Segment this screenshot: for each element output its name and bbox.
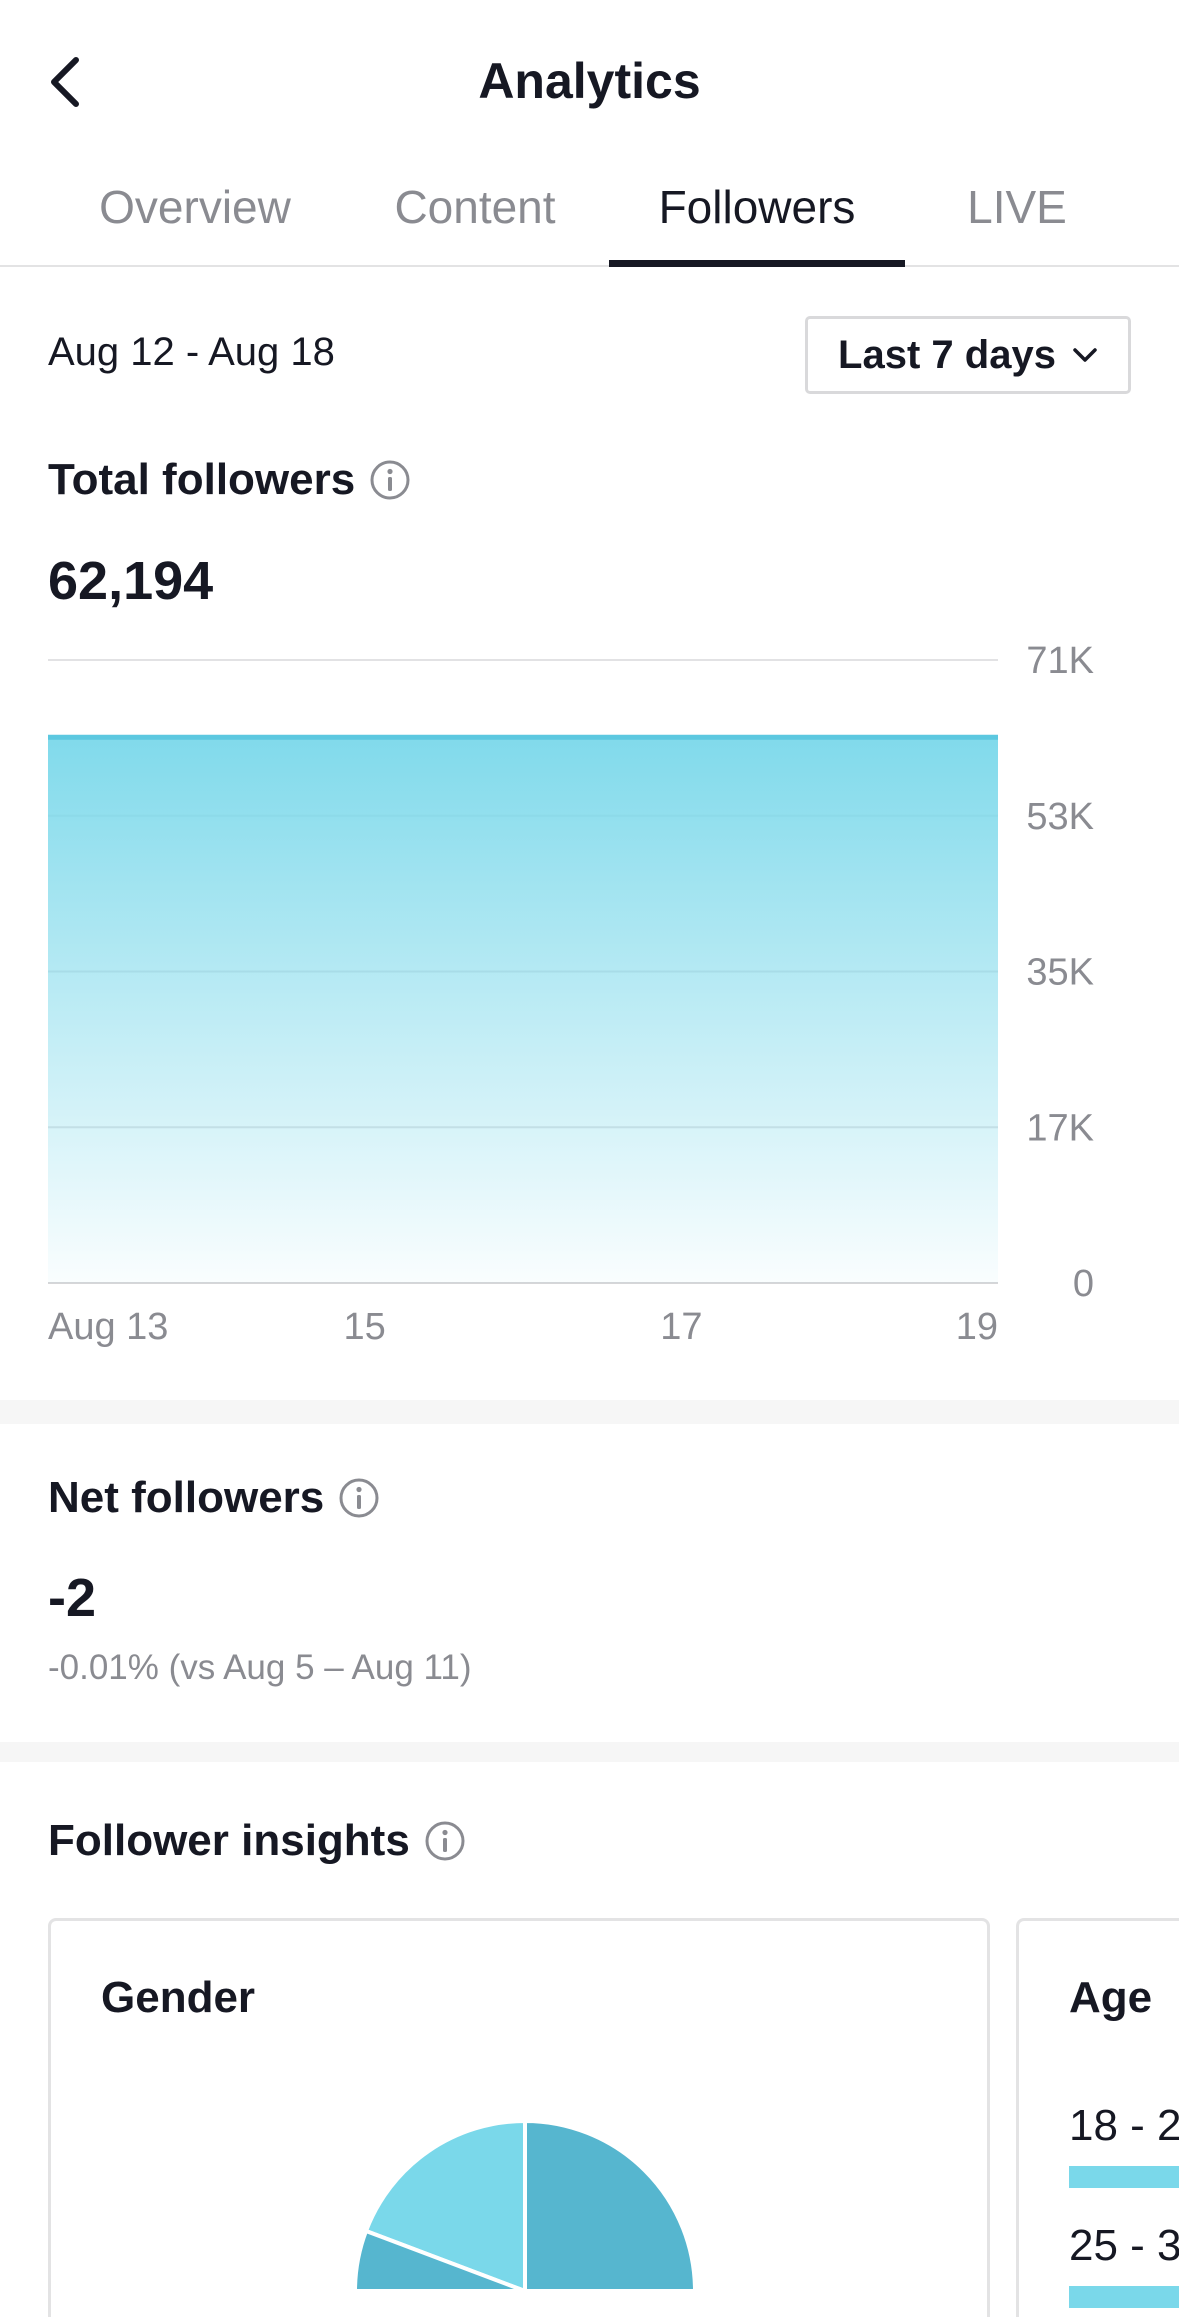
age-card[interactable]: Age 18 - 24 25 - 34 (1016, 1918, 1179, 2317)
gender-pie-slice (363, 2121, 527, 2294)
net-followers-value: -2 (48, 1568, 97, 1628)
header: Analytics (0, 0, 1179, 160)
chevron-left-icon (51, 57, 79, 107)
x-tick-label: 19 (956, 1306, 998, 1348)
tab-followers[interactable]: Followers (658, 181, 856, 233)
area-chart: 71K 53K 35K 17K 0 Aug 13 15 17 19 (48, 640, 1094, 1348)
net-followers-label: Net followers (48, 1473, 325, 1522)
date-range-label: Aug 12 - Aug 18 (48, 330, 335, 374)
date-range-dropdown-label: Last 7 days (838, 332, 1056, 377)
net-followers-comparison: -0.01% (vs Aug 5 – Aug 11) (48, 1648, 472, 1687)
back-button[interactable] (40, 50, 90, 114)
gender-pie-slice (352, 2228, 526, 2293)
info-icon[interactable] (424, 1820, 466, 1862)
age-row-label: 25 - 34 (1069, 2221, 1179, 2270)
x-tick-label: Aug 13 (48, 1306, 168, 1348)
tab-overview[interactable]: Overview (99, 181, 291, 233)
total-followers-value: 62,194 (48, 551, 214, 611)
active-tab-indicator (609, 260, 905, 267)
info-icon[interactable] (369, 459, 411, 501)
follower-insights-heading: Follower insights (48, 1816, 466, 1866)
follower-insights-label: Follower insights (48, 1816, 410, 1865)
gender-pie-slice (523, 2121, 698, 2293)
chevron-down-icon (1073, 348, 1097, 362)
net-followers-heading: Net followers (48, 1473, 380, 1523)
y-tick-label: 35K (1026, 952, 1094, 994)
section-divider (0, 1742, 1179, 1762)
age-row-bar (1069, 2166, 1179, 2188)
age-card-title: Age (1069, 1973, 1153, 2022)
gender-card[interactable]: Gender (48, 1918, 990, 2317)
x-tick-label: 17 (660, 1306, 702, 1348)
info-icon[interactable] (338, 1477, 380, 1519)
age-row-bar (1069, 2286, 1179, 2308)
y-tick-label: 17K (1026, 1107, 1094, 1149)
gender-pie-chart (352, 2121, 698, 2294)
age-row-label: 18 - 24 (1069, 2101, 1179, 2150)
tab-bar: Overview Content Followers LIVE (0, 160, 1179, 267)
tab-live[interactable]: LIVE (967, 181, 1067, 233)
total-followers-chart: 71K 53K 35K 17K 0 Aug 13 15 17 19 (0, 640, 1179, 1360)
total-followers-heading: Total followers (48, 455, 411, 505)
series-area (48, 737, 998, 1283)
y-tick-label: 71K (1026, 640, 1094, 682)
y-tick-label: 0 (1073, 1263, 1094, 1305)
tab-content[interactable]: Content (394, 181, 556, 233)
total-followers-label: Total followers (48, 455, 356, 504)
y-tick-label: 53K (1026, 796, 1094, 838)
x-tick-label: 15 (344, 1306, 386, 1348)
page-title: Analytics (478, 53, 701, 109)
section-divider (0, 1400, 1179, 1424)
date-range-dropdown[interactable]: Last 7 days (805, 316, 1131, 394)
gender-card-title: Gender (101, 1973, 256, 2022)
